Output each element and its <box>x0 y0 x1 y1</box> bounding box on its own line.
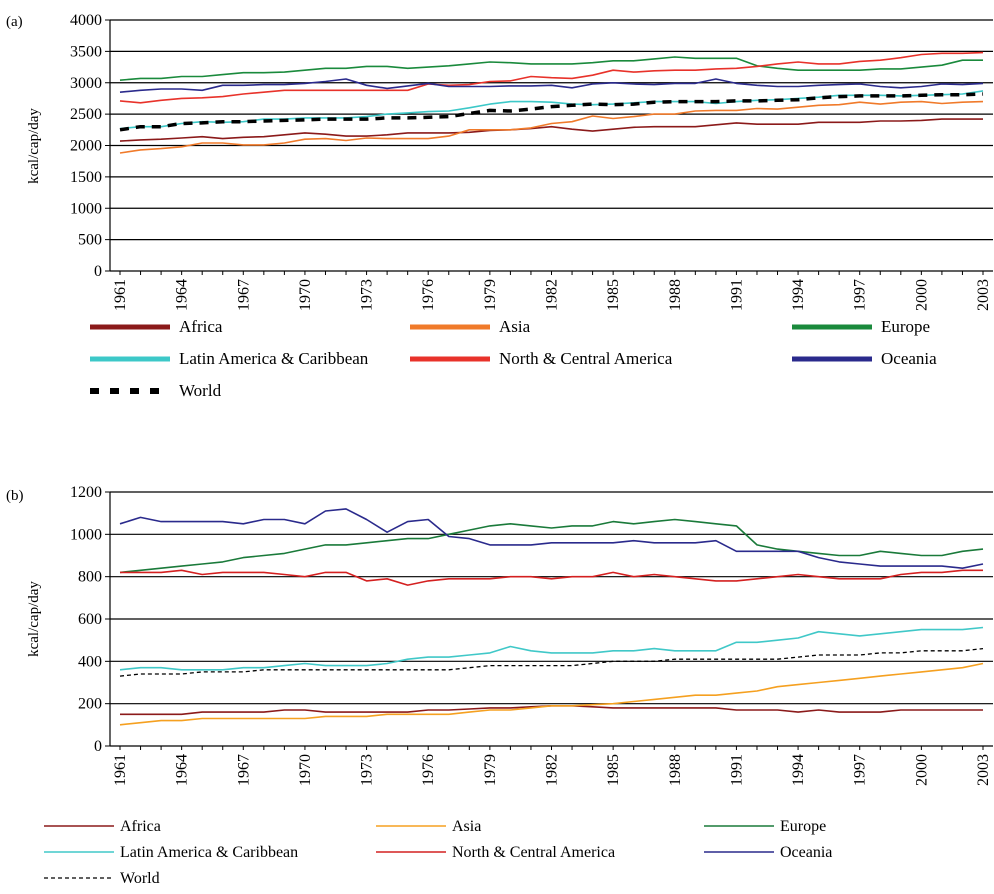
legend-label-oceania: Oceania <box>780 844 832 861</box>
x-tick-label: 1961 <box>112 279 129 311</box>
x-tick-label: 1988 <box>667 279 684 311</box>
x-tick-label: 1964 <box>174 279 191 311</box>
series-line-north-and-central-america <box>119 51 984 104</box>
x-tick-label: 1991 <box>728 754 745 786</box>
legend-label-asia: Asia <box>452 818 481 835</box>
x-tick-label: 1985 <box>605 754 622 786</box>
x-tick-label: 1973 <box>359 754 376 786</box>
y-tick-label: 1000 <box>70 200 102 217</box>
legend-label-oceania: Oceania <box>881 349 937 368</box>
x-tick-label: 1997 <box>852 754 869 786</box>
x-tick-label: 1976 <box>420 754 437 786</box>
x-tick-label: 2003 <box>975 279 992 311</box>
y-tick-label: 600 <box>78 611 102 628</box>
y-tick-label: 200 <box>78 696 102 713</box>
panel-a-legend: Africa Asia Europe Latin America & Caribbea… <box>90 317 937 400</box>
x-tick-label: 2000 <box>913 279 930 311</box>
series-line-world <box>119 92 984 132</box>
series-line-europe <box>119 56 983 81</box>
panel-b-series <box>119 508 984 726</box>
legend-label-africa: Africa <box>179 317 223 336</box>
y-tick-label: 500 <box>78 232 102 249</box>
x-tick-label: 1973 <box>359 279 376 311</box>
y-tick-label: 0 <box>94 738 102 755</box>
series-line-asia <box>119 100 984 154</box>
x-tick-label: 1994 <box>790 754 807 786</box>
x-tick-label: 1976 <box>420 279 437 311</box>
y-tick-label: 3500 <box>70 43 102 60</box>
series-line-asia <box>119 662 984 726</box>
y-tick-label: 4000 <box>70 12 102 29</box>
panel-b-gridlines <box>109 491 993 747</box>
x-tick-label: 1967 <box>235 754 252 786</box>
y-tick-label: 3000 <box>70 75 102 92</box>
y-tick-label: 2000 <box>70 138 102 155</box>
x-tick-label: 2003 <box>975 754 992 786</box>
panel-a: (a) kcal/cap/day 0 500 1000 1500 2000 2500 300… <box>6 12 993 400</box>
panel-a-y-ticks: 0 500 1000 1500 2000 2500 3000 3500 4000 <box>70 12 110 280</box>
y-tick-label: 400 <box>78 653 102 670</box>
x-tick-label: 1979 <box>482 279 499 311</box>
x-tick-label: 1982 <box>544 754 561 786</box>
y-tick-label: 1000 <box>70 526 102 543</box>
series-line-oceania <box>119 508 984 570</box>
series-line-oceania <box>119 78 984 93</box>
panel-b-x-ticks: 1961 1964 1967 1970 1973 1976 1979 1982 1985 1988… <box>112 746 992 786</box>
legend-label-world: World <box>179 381 222 400</box>
x-tick-label: 1994 <box>790 279 807 311</box>
panel-b: (b) kcal/cap/day 0 200 400 600 800 1000 1200 1… <box>6 484 993 887</box>
y-tick-label: 0 <box>94 263 102 280</box>
panel-a-series <box>119 51 984 154</box>
legend-label-africa: Africa <box>120 818 161 835</box>
legend-label-europe: Europe <box>881 317 930 336</box>
y-tick-label: 2500 <box>70 106 102 123</box>
legend-label-europe: Europe <box>780 818 826 835</box>
panel-b-legend: Africa Asia Europe Latin America & Caribbea… <box>44 818 832 887</box>
x-tick-label: 2000 <box>913 754 930 786</box>
panel-a-ylabel: kcal/cap/day <box>26 108 42 184</box>
x-tick-label: 1979 <box>482 754 499 786</box>
legend-label-latin-america-and-caribbean: Latin America & Caribbean <box>179 349 369 368</box>
panel-b-ylabel: kcal/cap/day <box>26 581 42 657</box>
y-tick-label: 1200 <box>70 484 102 501</box>
x-tick-label: 1988 <box>667 754 684 786</box>
x-tick-label: 1970 <box>297 754 314 786</box>
legend-label-world: World <box>120 870 160 887</box>
legend-label-north-and-central-america: North & Central America <box>499 349 673 368</box>
series-line-latin-america-and-caribbean <box>119 626 984 671</box>
x-tick-label: 1964 <box>174 754 191 786</box>
x-tick-label: 1997 <box>852 279 869 311</box>
legend-label-latin-america-and-caribbean: Latin America & Caribbean <box>120 844 298 861</box>
y-tick-label: 1500 <box>70 169 102 186</box>
panel-b-tag: (b) <box>6 488 24 504</box>
legend-label-asia: Asia <box>499 317 531 336</box>
x-tick-label: 1982 <box>544 279 561 311</box>
y-tick-label: 800 <box>78 569 102 586</box>
x-tick-label: 1967 <box>235 279 252 311</box>
panel-b-y-ticks: 0 200 400 600 800 1000 1200 <box>70 484 110 755</box>
legend-label-north-and-central-america: North & Central America <box>452 844 615 861</box>
series-line-europe <box>119 518 984 574</box>
x-tick-label: 1961 <box>112 754 129 786</box>
series-line-africa <box>120 704 983 716</box>
panel-a-tag: (a) <box>6 14 23 30</box>
x-tick-label: 1970 <box>297 279 314 311</box>
series-line-north-and-central-america <box>120 569 983 586</box>
panel-a-x-ticks: 1961 1964 1967 1970 1973 1976 1979 1982 1985 1988… <box>112 271 992 311</box>
x-tick-label: 1985 <box>605 279 622 311</box>
series-line-africa <box>119 118 983 142</box>
x-tick-label: 1991 <box>728 279 745 311</box>
